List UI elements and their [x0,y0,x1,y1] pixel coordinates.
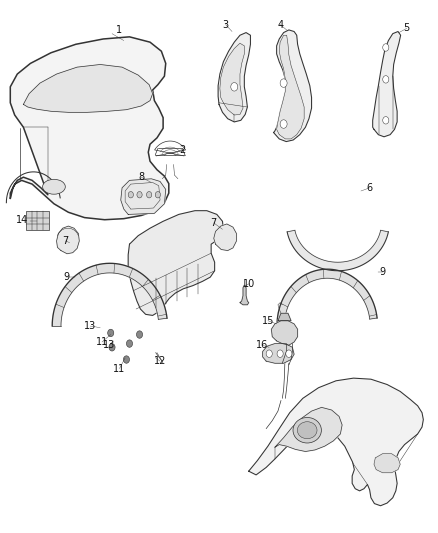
Polygon shape [277,35,304,139]
Circle shape [383,44,389,51]
Text: 14: 14 [15,215,28,225]
Polygon shape [274,30,311,142]
Polygon shape [214,224,237,251]
Circle shape [128,191,134,198]
Text: 3: 3 [223,20,229,30]
Polygon shape [272,321,297,345]
Ellipse shape [42,179,65,194]
Text: 9: 9 [63,272,69,282]
Circle shape [383,117,389,124]
Polygon shape [287,230,389,271]
Circle shape [108,329,114,337]
FancyBboxPatch shape [26,211,49,230]
Text: 5: 5 [404,23,410,34]
Polygon shape [373,31,401,137]
Text: 15: 15 [262,316,274,326]
Text: 11: 11 [96,337,108,347]
Polygon shape [275,407,342,451]
Text: 9: 9 [380,267,386,277]
Polygon shape [278,313,291,321]
Circle shape [137,191,142,198]
Circle shape [147,191,152,198]
Circle shape [266,350,272,358]
Polygon shape [218,33,251,122]
Ellipse shape [297,422,317,439]
Circle shape [280,120,287,128]
Circle shape [383,76,389,83]
Text: 6: 6 [367,183,373,193]
Text: 1: 1 [116,25,122,35]
Polygon shape [128,211,223,316]
Polygon shape [11,37,169,220]
Text: 7: 7 [62,236,68,246]
Circle shape [155,191,160,198]
Circle shape [277,350,283,358]
Polygon shape [57,226,79,254]
Text: 7: 7 [211,218,217,228]
Text: 13: 13 [84,321,96,331]
Polygon shape [249,378,424,506]
Text: 13: 13 [103,340,115,350]
Polygon shape [121,179,166,214]
Circle shape [124,356,130,364]
Text: 12: 12 [154,356,166,366]
Text: 16: 16 [256,340,268,350]
Text: 2: 2 [179,144,185,155]
Circle shape [280,79,287,87]
Polygon shape [277,269,377,325]
Ellipse shape [293,417,321,443]
Polygon shape [374,454,400,473]
Polygon shape [263,344,294,364]
Polygon shape [220,43,244,115]
Circle shape [231,83,238,91]
Circle shape [109,344,115,351]
Polygon shape [52,263,167,326]
Circle shape [127,340,133,348]
Polygon shape [23,64,152,112]
Text: 11: 11 [113,364,126,374]
Text: 8: 8 [138,172,145,182]
Text: 4: 4 [277,20,283,30]
Circle shape [137,331,143,338]
Polygon shape [240,285,249,305]
Circle shape [286,350,292,358]
Text: 10: 10 [244,279,256,288]
